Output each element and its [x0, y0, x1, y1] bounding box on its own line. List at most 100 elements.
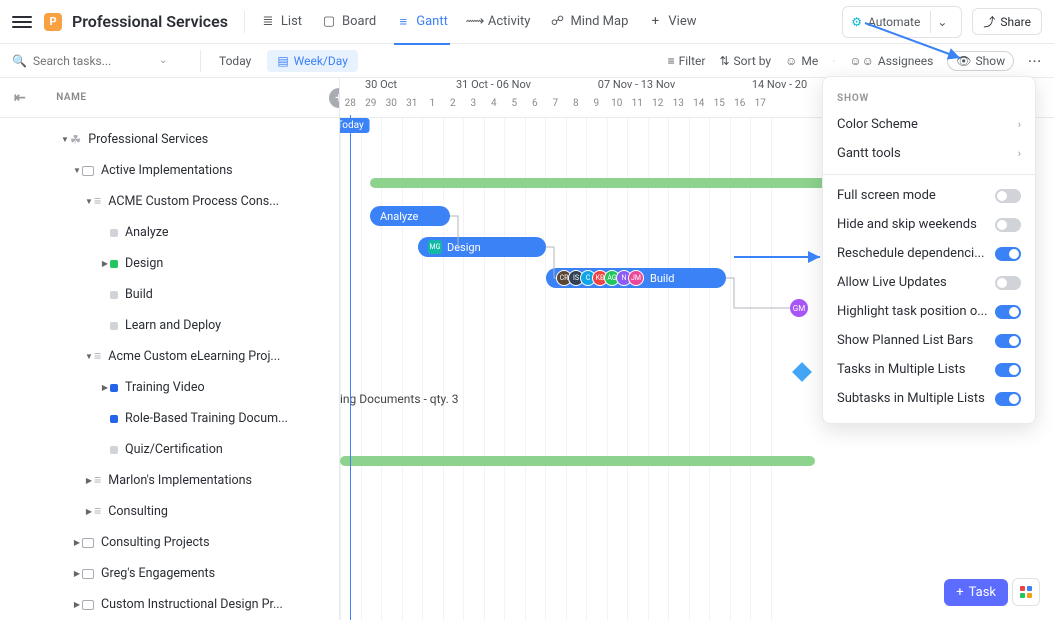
- tree-row[interactable]: Build: [0, 279, 339, 310]
- assignees-button[interactable]: ☺☺Assignees: [849, 54, 933, 68]
- day-header: 30: [381, 98, 402, 118]
- twisty-icon[interactable]: ▼: [84, 197, 94, 206]
- twisty-icon[interactable]: ▶: [100, 383, 110, 392]
- search-input[interactable]: [33, 54, 153, 68]
- twisty-icon[interactable]: ▶: [72, 600, 82, 609]
- apps-button[interactable]: [1012, 578, 1040, 606]
- toggle-switch[interactable]: [995, 363, 1021, 377]
- list-icon: ≡: [94, 194, 101, 209]
- grid-line: [566, 118, 567, 620]
- gantt-task-bar[interactable]: CRISCKBAGNJMBuild: [546, 268, 726, 288]
- tree-row[interactable]: ▶ Custom Instructional Design Pr...: [0, 589, 339, 620]
- grid-line: [525, 118, 526, 620]
- dropdown-toggle-item[interactable]: Full screen mode: [823, 181, 1035, 210]
- toggle-switch[interactable]: [995, 334, 1021, 348]
- toggle-switch[interactable]: [995, 218, 1021, 232]
- tree-label: Consulting: [108, 504, 168, 519]
- status-square-icon: [110, 384, 118, 392]
- task-tree: ▼☘Professional Services▼Active Implement…: [0, 118, 339, 620]
- twisty-icon[interactable]: ▶: [100, 259, 110, 268]
- toggle-switch[interactable]: [995, 392, 1021, 406]
- tab-addview[interactable]: +View: [638, 0, 706, 44]
- tree-row[interactable]: Learn and Deploy: [0, 310, 339, 341]
- tree-row[interactable]: ▼Active Implementations: [0, 155, 339, 186]
- dropdown-toggle-item[interactable]: Subtasks in Multiple Lists: [823, 384, 1035, 413]
- grid-line: [381, 118, 382, 620]
- chevron-down-icon[interactable]: ⌄: [930, 11, 953, 33]
- tab-list[interactable]: ≣List: [251, 0, 312, 44]
- tree-row[interactable]: ▶Design: [0, 248, 339, 279]
- grid-line: [484, 118, 485, 620]
- status-square-icon: [110, 415, 118, 423]
- tree-label: Custom Instructional Design Pr...: [101, 597, 283, 612]
- tab-board[interactable]: ▢Board: [312, 0, 386, 44]
- tab-gantt[interactable]: ≡Gantt: [386, 0, 458, 44]
- dropdown-toggle-item[interactable]: Reschedule dependenci...: [823, 239, 1035, 268]
- tab-activity[interactable]: ⟿Activity: [458, 0, 541, 44]
- dropdown-toggle-item[interactable]: Tasks in Multiple Lists: [823, 355, 1035, 384]
- collapse-icon[interactable]: ⇤: [14, 90, 26, 106]
- chevron-right-icon: ›: [1018, 118, 1021, 131]
- day-header: 7: [545, 98, 566, 118]
- gantt-task-bar[interactable]: MGDesign: [418, 237, 546, 257]
- tree-label: Consulting Projects: [101, 535, 210, 550]
- automate-button[interactable]: ⚙ Automate ⌄: [842, 6, 962, 38]
- dropdown-item[interactable]: Gantt tools›: [823, 139, 1035, 168]
- toggle-switch[interactable]: [995, 276, 1021, 290]
- folder-icon: [82, 600, 94, 610]
- show-button[interactable]: 👁Show: [947, 51, 1014, 71]
- dropdown-toggle-item[interactable]: Highlight task position o...: [823, 297, 1035, 326]
- gantt-task-bar[interactable]: Analyze: [370, 206, 450, 226]
- twisty-icon[interactable]: ▶: [84, 476, 94, 485]
- tree-row[interactable]: Role-Based Training Docum...: [0, 403, 339, 434]
- tree-row[interactable]: ▼≡ACME Custom Process Cons...: [0, 186, 339, 217]
- twisty-icon[interactable]: ▼: [84, 352, 94, 361]
- tree-row[interactable]: ▶Training Video: [0, 372, 339, 403]
- twisty-icon[interactable]: ▶: [84, 507, 94, 516]
- sortby-button[interactable]: ⇅Sort by: [719, 54, 771, 68]
- today-line: [350, 115, 351, 620]
- tree-row[interactable]: ▶≡Marlon's Implementations: [0, 465, 339, 496]
- today-button[interactable]: Today: [209, 50, 261, 72]
- dropdown-toggle-item[interactable]: Show Planned List Bars: [823, 326, 1035, 355]
- dropdown-label: Gantt tools: [837, 146, 901, 161]
- twisty-icon[interactable]: ▼: [72, 166, 82, 175]
- twisty-icon[interactable]: ▼: [60, 135, 70, 144]
- avatar[interactable]: GM: [790, 299, 808, 317]
- dropdown-toggle-item[interactable]: Allow Live Updates: [823, 268, 1035, 297]
- twisty-icon[interactable]: ▶: [72, 538, 82, 547]
- more-icon[interactable]: ···: [1028, 54, 1042, 68]
- tree-row[interactable]: ▶≡Consulting: [0, 496, 339, 527]
- eye-icon: 👁: [956, 54, 971, 68]
- tree-row[interactable]: Analyze: [0, 217, 339, 248]
- tree-row[interactable]: ▶ Consulting Projects: [0, 527, 339, 558]
- me-button[interactable]: ☺Me: [785, 54, 818, 68]
- filter-button[interactable]: ≡Filter: [668, 54, 706, 68]
- twisty-icon[interactable]: ▶: [72, 569, 82, 578]
- tree-row[interactable]: Quiz/Certification: [0, 434, 339, 465]
- tree-row[interactable]: ▼☘Professional Services: [0, 124, 339, 155]
- plus-icon: +: [956, 585, 963, 600]
- assignee-badge: MG: [428, 240, 442, 254]
- dropdown-item[interactable]: Color Scheme›: [823, 110, 1035, 139]
- toggle-switch[interactable]: [995, 305, 1021, 319]
- menu-icon[interactable]: [12, 16, 32, 28]
- toggle-label: Highlight task position o...: [837, 304, 988, 319]
- dropdown-toggle-item[interactable]: Hide and skip weekends: [823, 210, 1035, 239]
- toggle-switch[interactable]: [995, 247, 1021, 261]
- toggle-switch[interactable]: [995, 189, 1021, 203]
- new-task-button[interactable]: + Task: [944, 579, 1008, 606]
- share-button[interactable]: ⤴ Share: [972, 8, 1042, 35]
- project-badge: P: [44, 13, 62, 31]
- tree-row[interactable]: ▼≡Acme Custom eLearning Proj...: [0, 341, 339, 372]
- divider: [200, 50, 201, 72]
- chevron-down-icon[interactable]: ⌄: [159, 55, 167, 66]
- gantt-summary-bar[interactable]: [340, 456, 815, 466]
- milestone-marker[interactable]: [792, 362, 812, 382]
- weekday-button[interactable]: ▤ Week/Day: [267, 50, 358, 72]
- tab-mindmap[interactable]: ☍Mind Map: [540, 0, 638, 44]
- day-header: 13: [668, 98, 689, 118]
- gantt-summary-bar[interactable]: [370, 178, 830, 188]
- tree-row[interactable]: ▶Greg's Engagements: [0, 558, 339, 589]
- grid-icon: [1020, 586, 1032, 598]
